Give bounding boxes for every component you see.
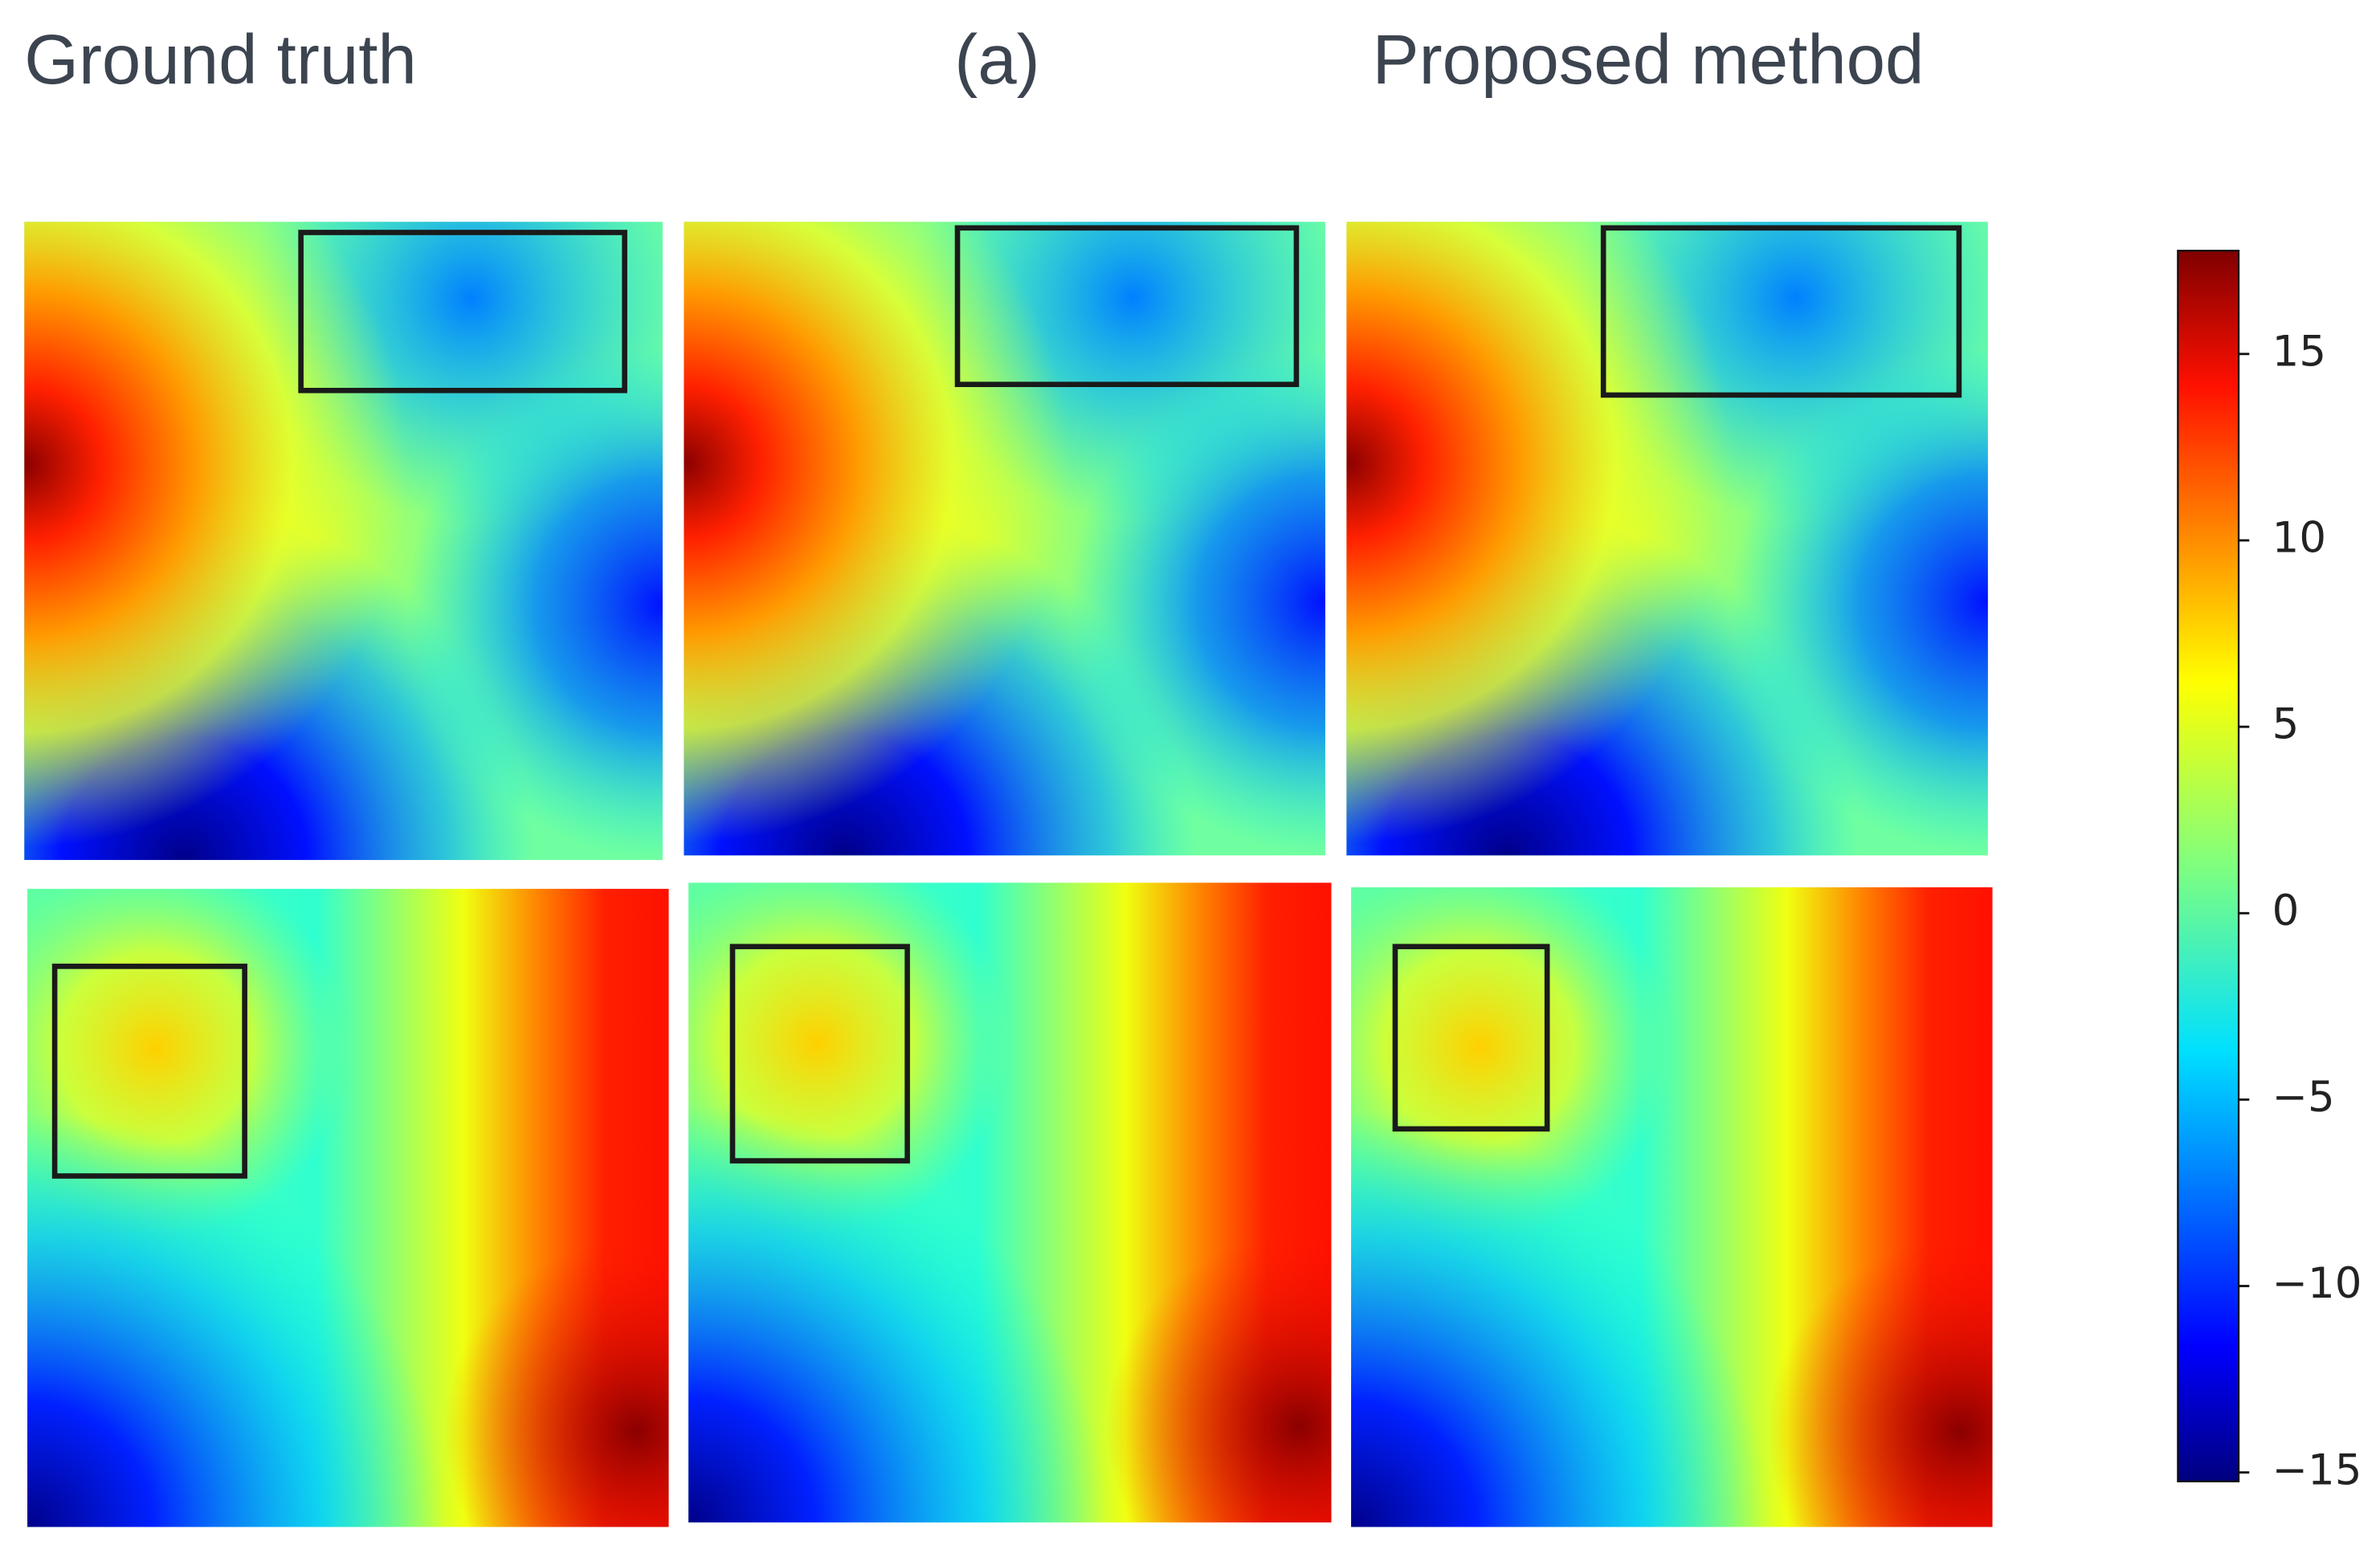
highlight-box xyxy=(1600,225,1962,398)
heatmap-panel xyxy=(1351,887,1993,1527)
highlight-box xyxy=(729,944,910,1164)
highlight-box xyxy=(298,230,627,393)
heatmap-panel xyxy=(24,222,663,860)
heatmap-panel xyxy=(1346,222,1988,856)
tick-label: 15 xyxy=(2272,327,2326,376)
heatmap-panel xyxy=(684,222,1325,856)
highlight-box xyxy=(954,225,1300,388)
highlight-box xyxy=(51,964,247,1179)
colorbar-scale xyxy=(2177,250,2240,1482)
panel-title: Ground truth xyxy=(24,21,417,99)
panel-title: (a) xyxy=(954,21,1039,99)
heatmap-panel xyxy=(27,888,669,1527)
highlight-box xyxy=(1392,944,1550,1132)
tick-label: 10 xyxy=(2272,514,2326,563)
colorbar: −15 −10 −5 0 5 10 15 xyxy=(2177,250,2362,1494)
tick-label: −10 xyxy=(2272,1259,2362,1308)
panel-title: Proposed method xyxy=(1373,21,1925,99)
bottom-row xyxy=(27,883,1993,1527)
tick-label: 5 xyxy=(2272,700,2300,749)
top-row xyxy=(24,222,1988,860)
tick-label: −15 xyxy=(2272,1445,2362,1494)
heatmap-panel xyxy=(688,883,1332,1523)
tick-label: −5 xyxy=(2272,1073,2335,1122)
tick-label: 0 xyxy=(2272,887,2300,936)
